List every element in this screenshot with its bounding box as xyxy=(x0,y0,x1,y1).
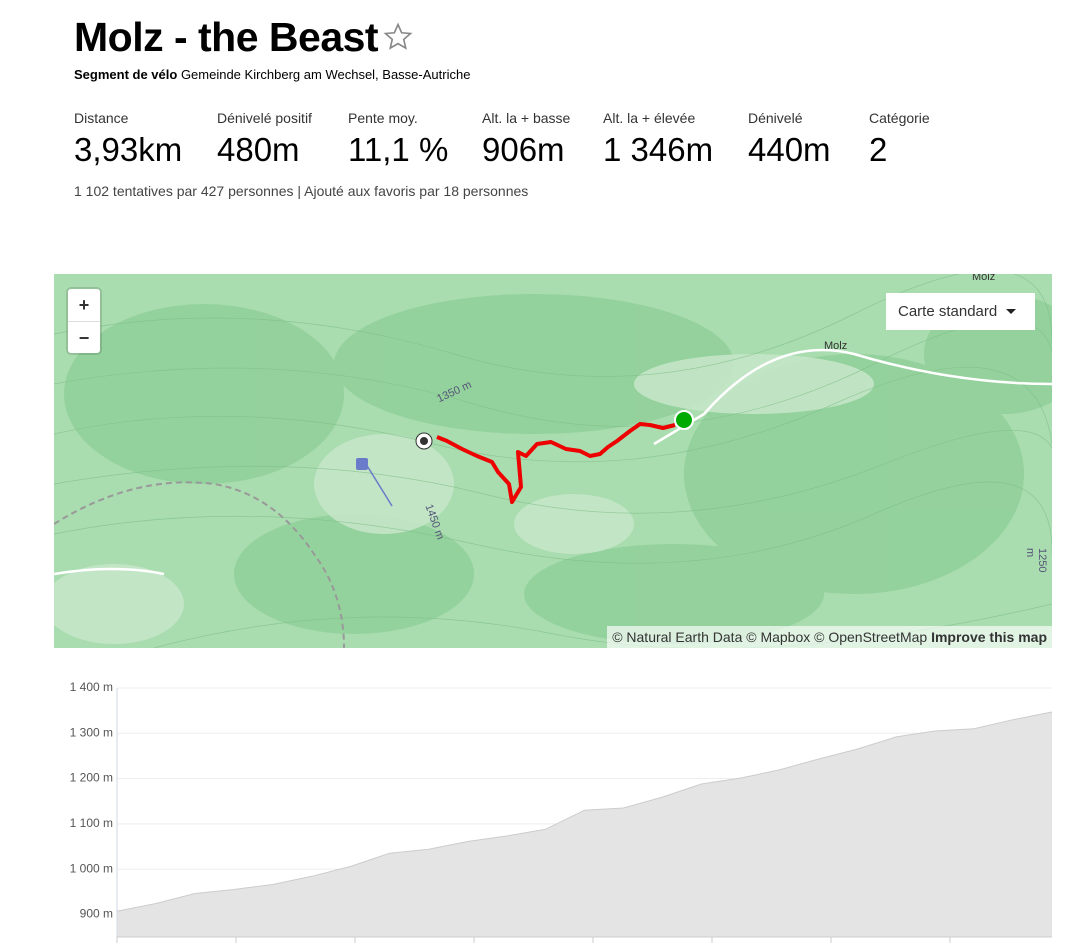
map-canvas xyxy=(54,274,1052,648)
subtitle: Segment de vélo Gemeinde Kirchberg am We… xyxy=(74,67,470,82)
stat-value: 3,93km xyxy=(74,131,183,168)
stat-label: Alt. la + élevée xyxy=(603,110,696,126)
elevation-chart: 900 m 1 000 m 1 100 m 1 200 m 1 300 m 1 400 m xyxy=(70,680,1053,943)
y-tick-label: 900 m xyxy=(80,907,113,921)
stat: Dénivelé 440m xyxy=(748,110,831,169)
elevation-line xyxy=(116,711,1053,912)
summary: 1 102 tentatives par 427 personnes | Ajo… xyxy=(74,183,529,199)
stat: Dénivelé positif 480m xyxy=(217,110,312,169)
stat: Alt. la + basse 906m xyxy=(482,110,570,169)
stat-value: 440m xyxy=(748,131,831,168)
stat-value: 480m xyxy=(217,131,300,168)
stat-value: 11,1 % xyxy=(348,131,449,168)
map-style-dropdown[interactable]: Carte standard xyxy=(886,293,1035,330)
zoom-in[interactable]: + xyxy=(68,289,100,322)
attribution: © Natural Earth Data © Mapbox © OpenStre… xyxy=(607,626,1052,648)
y-tick-label: 1 100 m xyxy=(70,816,113,830)
stat: Alt. la + élevée 1 346m xyxy=(603,110,713,169)
dropdown-arrow xyxy=(1006,309,1016,314)
stat-value: 906m xyxy=(482,131,565,168)
segment-title: Molz - the Beast xyxy=(74,14,379,60)
attribution-text: © Natural Earth Data © Mapbox © OpenStre… xyxy=(612,629,928,645)
contour-label: 1250 m xyxy=(1024,548,1048,573)
map[interactable]: Molz Molz 1350 m 1450 m 1250 m xyxy=(54,274,1052,648)
improve-map-link[interactable]: Improve this map xyxy=(931,629,1047,645)
stat-label: Pente moy. xyxy=(348,110,418,126)
stat-label: Alt. la + basse xyxy=(482,110,571,126)
segment-kind: Segment de vélo xyxy=(74,67,178,82)
elevation-area xyxy=(117,712,1052,937)
stat-value: 2 xyxy=(869,131,888,168)
place-label: Molz xyxy=(972,274,996,283)
y-tick-label: 1 200 m xyxy=(70,771,113,785)
stat-label: Catégorie xyxy=(869,110,930,126)
stat-label: Distance xyxy=(74,110,129,126)
zoom-control: + − xyxy=(68,289,100,353)
y-tick-label: 1 400 m xyxy=(70,680,113,694)
stat: Pente moy. 11,1 % xyxy=(348,110,448,169)
place-label: Molz xyxy=(824,340,848,352)
segment-location: Gemeinde Kirchberg am Wechsel, Basse-Aut… xyxy=(180,67,471,82)
stat-value: 1 346m xyxy=(603,131,714,168)
y-tick-label: 1 300 m xyxy=(70,725,113,739)
map-style: Carte standard xyxy=(898,303,998,320)
y-tick-label: 1 000 m xyxy=(70,861,113,875)
zoom-out[interactable]: − xyxy=(78,328,90,348)
stat: Catégorie 2 xyxy=(869,110,930,169)
favorite-star[interactable] xyxy=(383,22,413,52)
stat-label: Dénivelé xyxy=(748,110,803,126)
stat-label: Dénivelé positif xyxy=(217,110,312,126)
stat: Distance 3,93km xyxy=(74,110,182,169)
